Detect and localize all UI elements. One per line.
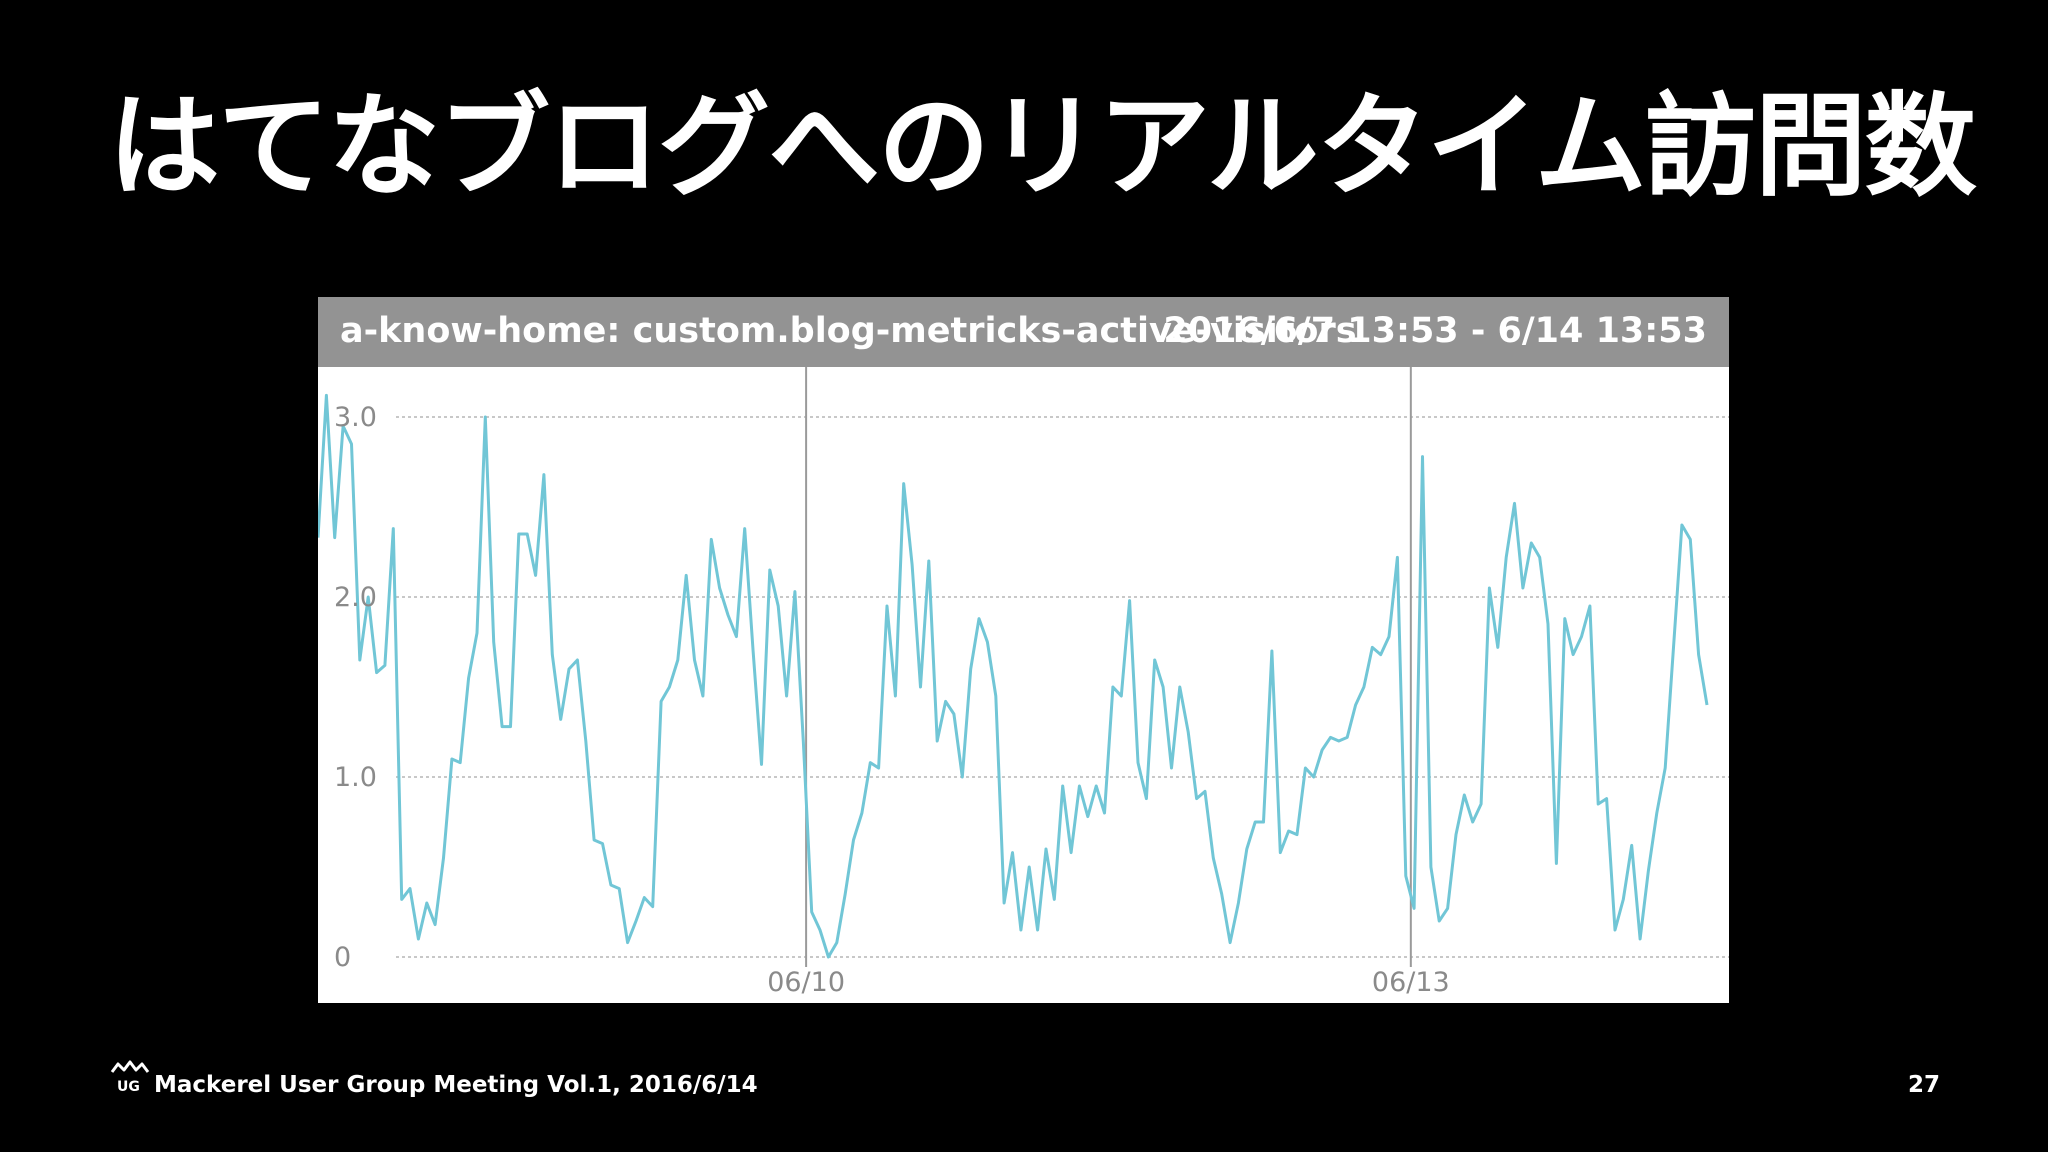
y-tick-label: 3.0	[334, 402, 377, 433]
series-layer	[318, 393, 1709, 959]
graph-time-range: 2016/6/7 13:53 - 6/14 13:53	[1163, 311, 1707, 351]
slide-title: はてなブログへのリアルタイム訪問数	[108, 82, 1977, 212]
x-tick-label: 06/13	[1372, 967, 1450, 998]
series-line	[318, 393, 1709, 959]
y-tick-label: 2.0	[334, 582, 377, 613]
x-tick-label: 06/10	[767, 967, 845, 998]
mackerel-ug-logo	[110, 1060, 150, 1073]
y-tick-label: 1.0	[334, 762, 377, 793]
grid-layer	[396, 416, 1729, 958]
footer-event-text: Mackerel User Group Meeting Vol.1, 2016/…	[154, 1072, 758, 1098]
day-divider-layer	[805, 367, 1412, 967]
logo-text: UG	[117, 1079, 140, 1095]
graph-metric-name: a-know-home: custom.blog-metricks-active…	[340, 311, 1357, 351]
page-number: 27	[1907, 1072, 1940, 1098]
y-tick-label: 0	[334, 942, 351, 973]
line-chart: 0 1.0 2.0 3.0 06/10 06/13	[318, 367, 1729, 998]
footer: UG Mackerel User Group Meeting Vol.1, 20…	[110, 1060, 1940, 1110]
graph-panel: a-know-home: custom.blog-metricks-active…	[318, 297, 1729, 1003]
graph-header: a-know-home: custom.blog-metricks-active…	[318, 297, 1729, 367]
y-tick-labels: 0 1.0 2.0 3.0	[334, 402, 377, 973]
x-tick-labels: 06/10 06/13	[767, 967, 1450, 998]
